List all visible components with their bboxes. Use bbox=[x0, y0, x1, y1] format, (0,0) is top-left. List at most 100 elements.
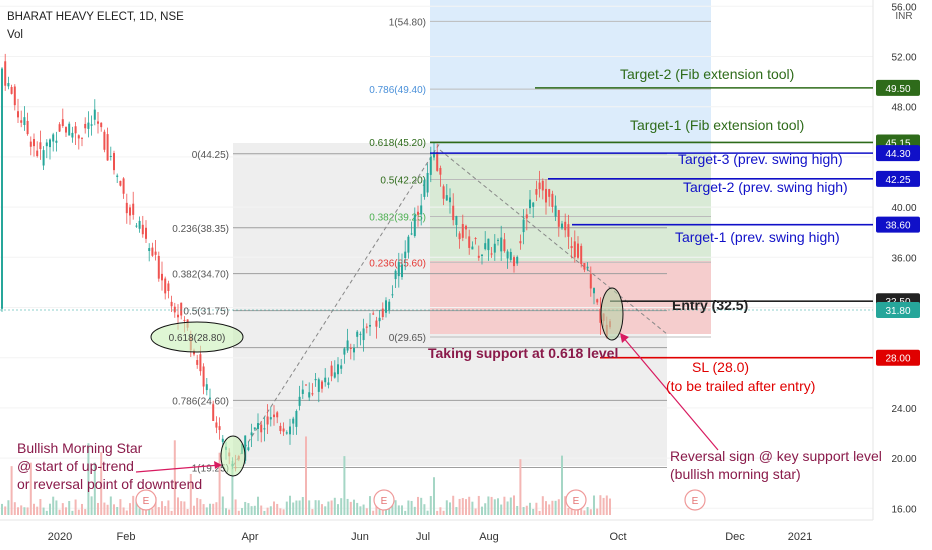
candle-body bbox=[129, 207, 131, 216]
volume-bar bbox=[215, 502, 218, 515]
volume-bar bbox=[266, 507, 269, 515]
volume-bar bbox=[61, 503, 64, 515]
fib-left-label: 0(44.25) bbox=[192, 150, 229, 161]
volume-bar bbox=[516, 505, 519, 515]
volume-bar bbox=[170, 510, 173, 515]
candle-body bbox=[157, 255, 160, 279]
candle-body bbox=[113, 153, 115, 171]
volume-bar bbox=[564, 496, 567, 515]
candle-body bbox=[52, 134, 55, 142]
volume-bar bbox=[567, 507, 570, 515]
event-marker[interactable]: E bbox=[565, 489, 587, 511]
candle-body bbox=[33, 139, 35, 147]
volume-bar bbox=[436, 510, 439, 515]
price-tick-label: 52.00 bbox=[891, 52, 916, 63]
volume-bar bbox=[410, 500, 413, 515]
volume-bar bbox=[449, 502, 451, 515]
candle-body bbox=[596, 299, 599, 303]
volume-bar bbox=[525, 505, 528, 515]
candle-body bbox=[570, 246, 573, 249]
time-label-2020: 2020 bbox=[48, 531, 72, 543]
volume-bar bbox=[81, 503, 83, 515]
candle-body bbox=[404, 251, 407, 259]
event-marker[interactable]: E bbox=[373, 489, 395, 511]
candle-body bbox=[279, 425, 282, 432]
candle-body bbox=[513, 257, 515, 267]
volume-bar bbox=[538, 510, 541, 515]
candle-body bbox=[490, 253, 493, 255]
candle-body bbox=[599, 309, 602, 323]
volume-bar bbox=[164, 506, 167, 515]
candle-body bbox=[154, 251, 157, 255]
volume-bar bbox=[10, 466, 13, 515]
candle-body bbox=[561, 223, 563, 229]
candle-body bbox=[97, 121, 99, 124]
event-markers[interactable]: E E E E bbox=[135, 489, 706, 511]
volume-bar bbox=[426, 510, 429, 515]
candle-body bbox=[135, 225, 138, 227]
candle-body bbox=[519, 241, 522, 244]
candle-body bbox=[471, 246, 474, 250]
event-marker[interactable]: E bbox=[135, 489, 157, 511]
volume-bar bbox=[573, 510, 576, 515]
candle-body bbox=[548, 189, 551, 197]
volume-bar bbox=[385, 506, 387, 515]
candle-body bbox=[500, 237, 503, 252]
candle-body bbox=[125, 202, 128, 214]
candle-body bbox=[394, 270, 397, 280]
volume-bar bbox=[333, 497, 336, 515]
candle-body bbox=[148, 248, 151, 251]
volume-bar bbox=[125, 510, 128, 515]
annotation-trail: (to be trailed after entry) bbox=[666, 378, 815, 394]
volume-bar bbox=[577, 506, 579, 515]
volume-bar bbox=[439, 507, 442, 515]
volume-bar bbox=[365, 508, 368, 515]
volume-bar bbox=[1, 503, 3, 515]
annotation-reversal-1: Reversal sign @ key support level bbox=[670, 448, 882, 464]
volume-bar bbox=[471, 501, 474, 515]
candle-body bbox=[372, 313, 375, 315]
candle-body bbox=[74, 126, 77, 134]
volume-bar bbox=[167, 500, 170, 515]
price-tag bbox=[876, 216, 920, 233]
candle-body bbox=[340, 365, 343, 369]
candle-body bbox=[13, 86, 16, 106]
volume-bar bbox=[490, 496, 493, 515]
candle-body bbox=[343, 348, 346, 355]
candle-body bbox=[42, 150, 45, 166]
candle-body bbox=[487, 238, 490, 251]
volume-bar bbox=[605, 495, 608, 515]
volume-bar bbox=[308, 500, 311, 515]
volume-bar bbox=[314, 500, 317, 515]
candle-body bbox=[84, 123, 87, 129]
volume-bar bbox=[346, 498, 349, 515]
volume-bar bbox=[241, 508, 243, 515]
volume-bar bbox=[13, 502, 16, 515]
volume-bar bbox=[455, 507, 458, 515]
annotation-arrows bbox=[135, 333, 719, 473]
candle-body bbox=[106, 134, 109, 161]
candle-body bbox=[289, 426, 291, 435]
volume-bar bbox=[503, 496, 506, 515]
time-label-jul: Jul bbox=[416, 531, 430, 543]
candle-body bbox=[212, 404, 215, 421]
annotation-bullish-1: Bullish Morning Star bbox=[17, 440, 143, 456]
volume-bar bbox=[506, 501, 509, 515]
candle-body bbox=[218, 426, 221, 430]
volume-bar bbox=[55, 500, 58, 515]
candle-body bbox=[29, 141, 32, 147]
volume-bar bbox=[404, 510, 407, 515]
volume-bar bbox=[71, 510, 74, 515]
volume-bar bbox=[77, 509, 80, 515]
candle-body bbox=[17, 111, 19, 118]
candle-body bbox=[199, 354, 202, 372]
volume-bar bbox=[413, 506, 416, 515]
volume-bar bbox=[317, 500, 320, 515]
fib-left-label: 0.5(31.75) bbox=[183, 307, 229, 318]
candle-body bbox=[522, 219, 525, 233]
candle-body bbox=[282, 428, 285, 432]
volume-bar bbox=[394, 500, 397, 515]
event-marker[interactable]: E bbox=[684, 489, 706, 511]
candle-body bbox=[458, 233, 461, 240]
